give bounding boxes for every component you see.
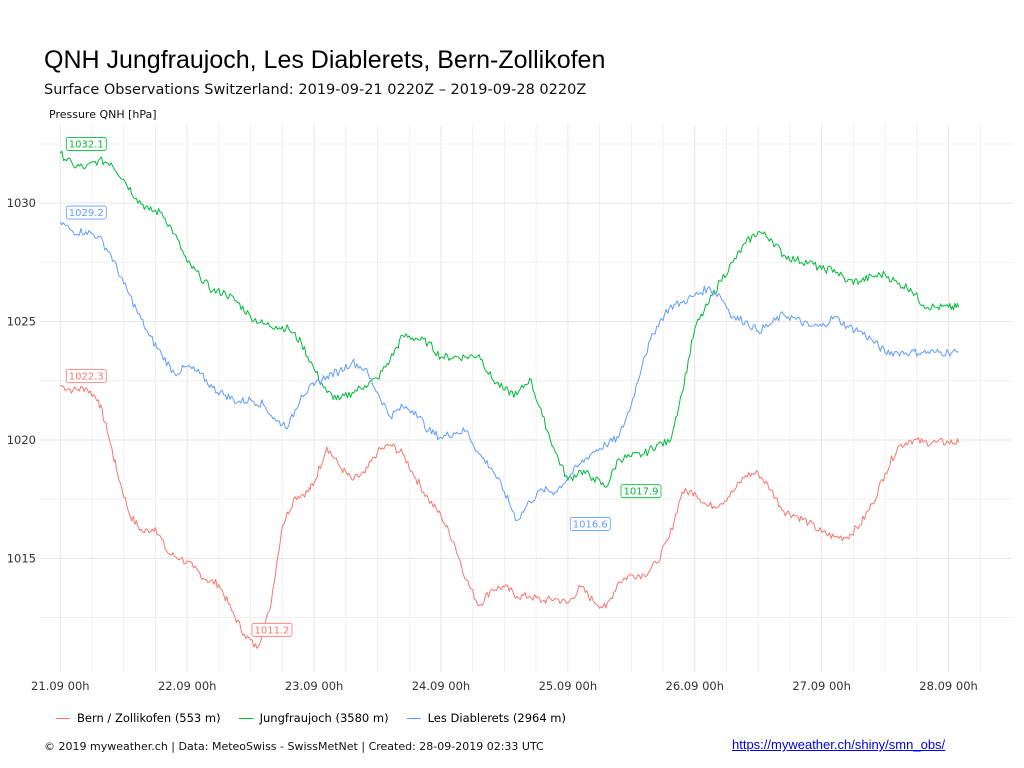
y-tick-label: 1030 — [7, 196, 36, 210]
annotation-label: 1011.2 — [251, 622, 293, 637]
y-axis-label: Pressure QNH [hPa] — [49, 108, 157, 121]
annotation-box — [65, 369, 107, 383]
x-tick-label: 23.09 00h — [285, 679, 344, 693]
annotation-box — [569, 517, 611, 531]
annotation-box — [65, 137, 107, 151]
x-tick-label: 25.09 00h — [539, 679, 598, 693]
x-tick-label: 24.09 00h — [412, 679, 471, 693]
chart-title: QNH Jungfraujoch, Les Diablerets, Bern-Z… — [44, 46, 606, 74]
annotation-box — [65, 205, 107, 220]
series-line-bern — [60, 385, 960, 649]
x-tick-label: 28.09 00h — [919, 679, 978, 693]
y-tick-label: 1015 — [7, 551, 36, 565]
annotation-text: 1017.9 — [624, 487, 659, 498]
legend-label-bern: Bern / Zollikofen (553 m) — [77, 711, 221, 725]
legend: Bern / Zollikofen (553 m) Jungfraujoch (… — [56, 711, 566, 725]
annotation-label: 1022.3 — [65, 369, 107, 383]
annotation-text: 1011.2 — [254, 625, 289, 636]
annotation-box — [251, 622, 293, 637]
series-line-diablerets — [59, 221, 959, 521]
annotation-label: 1017.9 — [620, 484, 662, 499]
annotation-text: 1022.3 — [69, 371, 104, 382]
annotation-label: 1029.2 — [65, 205, 107, 220]
legend-swatch-bern — [56, 717, 70, 719]
legend-item-diablerets: Les Diablerets (2964 m) — [406, 711, 566, 725]
legend-label-diablerets: Les Diablerets (2964 m) — [427, 711, 566, 725]
annotation-label: 1032.1 — [65, 137, 107, 151]
x-tick-label: 26.09 00h — [666, 679, 725, 693]
x-tick-label: 22.09 00h — [158, 679, 217, 693]
annotation-text: 1032.1 — [69, 139, 104, 150]
y-tick-label: 1025 — [7, 315, 36, 329]
series-line-jungfraujoch — [59, 150, 960, 488]
legend-label-jungfraujoch: Jungfraujoch (3580 m) — [259, 711, 389, 725]
x-tick-label: 21.09 00h — [31, 679, 90, 693]
annotation-box — [620, 484, 662, 499]
legend-item-jungfraujoch: Jungfraujoch (3580 m) — [238, 711, 389, 725]
legend-swatch-diablerets — [406, 717, 421, 719]
annotation-text: 1029.2 — [69, 208, 104, 219]
chart-subtitle: Surface Observations Switzerland: 2019-0… — [44, 82, 587, 98]
annotation-text: 1016.6 — [573, 519, 608, 530]
x-tick-label: 27.09 00h — [792, 679, 851, 693]
credits-footer: © 2019 myweather.ch | Data: MeteoSwiss -… — [44, 740, 544, 753]
legend-swatch-jungfraujoch — [238, 717, 253, 719]
y-tick-label: 1020 — [7, 433, 36, 447]
source-link[interactable]: https://myweather.ch/shiny/smn_obs/ — [732, 737, 946, 752]
legend-item-bern: Bern / Zollikofen (553 m) — [56, 711, 221, 725]
annotation-label: 1016.6 — [569, 517, 611, 531]
